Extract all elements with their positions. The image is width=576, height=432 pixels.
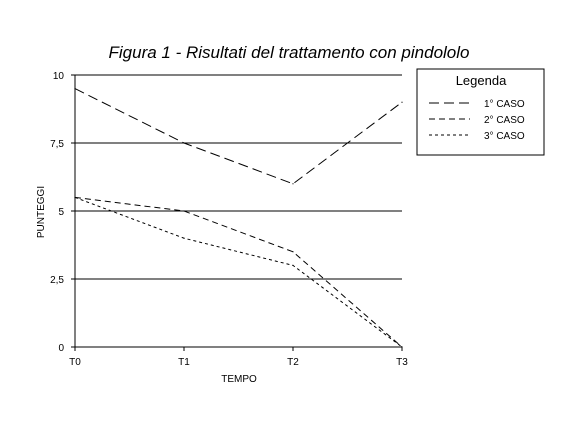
legend-title: Legenda — [456, 73, 507, 88]
y-tick-label-4: 10 — [53, 71, 65, 82]
y-axis-label: PUNTEGGI — [36, 186, 47, 238]
y-tick-label-0: 0 — [58, 343, 64, 354]
legend: Legenda 1° CASO 2° CASO 3° CASO — [416, 68, 545, 156]
y-tick-labels: 0 2,5 5 7,5 10 — [50, 71, 64, 354]
series-1-point-0 — [74, 88, 76, 90]
series-3-point-0 — [74, 196, 76, 198]
series-3-point-3 — [401, 346, 403, 348]
y-tick-label-3: 7,5 — [50, 139, 64, 150]
legend-label-3: 3° CASO — [484, 131, 525, 142]
series-3-point-1 — [183, 237, 185, 239]
series-3-point-2 — [292, 264, 294, 266]
legend-items: 1° CASO 2° CASO 3° CASO — [429, 99, 525, 142]
x-tick-label-2: T2 — [287, 357, 299, 368]
x-tick-label-0: T0 — [69, 357, 81, 368]
legend-label-1: 1° CASO — [484, 99, 525, 110]
series-line-3 — [74, 196, 403, 348]
series-2-point-1 — [183, 210, 185, 212]
x-tick-label-1: T1 — [178, 357, 190, 368]
grid-lines — [75, 74, 402, 280]
x-tick-label-3: T3 — [396, 357, 408, 368]
chart-title: Figura 1 - Risultati del trattamento con… — [109, 43, 470, 62]
x-tick-labels: T0 T1 T2 T3 — [69, 357, 408, 368]
y-tick-label-1: 2,5 — [50, 275, 64, 286]
series-1-point-3 — [401, 101, 403, 103]
x-axis-label: TEMPO — [221, 374, 257, 385]
legend-label-2: 2° CASO — [484, 115, 525, 126]
series-lines — [74, 88, 403, 348]
series-2-point-2 — [292, 251, 294, 253]
series-line-1 — [74, 88, 403, 185]
series-line-2 — [74, 196, 403, 348]
series-1-point-1 — [183, 142, 185, 144]
axes — [71, 74, 403, 351]
series-1-point-2 — [292, 183, 294, 185]
y-tick-label-2: 5 — [58, 207, 64, 218]
legend-box — [416, 68, 545, 156]
